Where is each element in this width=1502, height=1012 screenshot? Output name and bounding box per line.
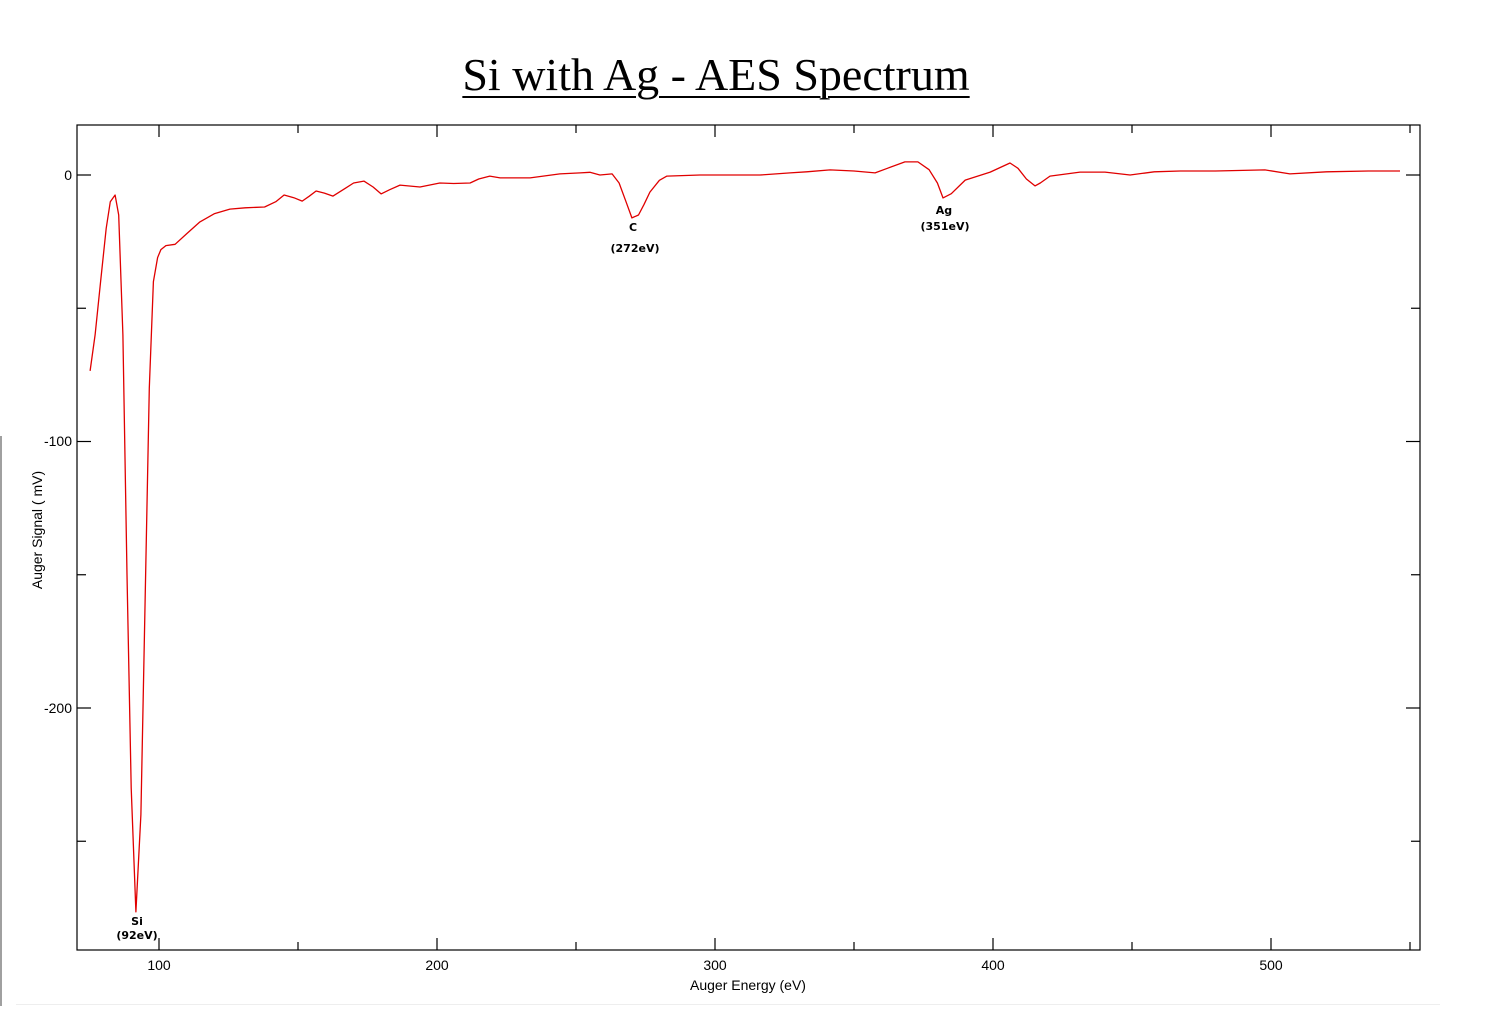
left-window-rule bbox=[0, 436, 2, 1006]
peak-energy-ag: (351eV) bbox=[921, 220, 970, 233]
peak-label-si: Si bbox=[131, 915, 143, 928]
x-tick-label: 200 bbox=[425, 957, 449, 973]
x-tick-label: 400 bbox=[981, 957, 1005, 973]
y-tick-label: -100 bbox=[44, 433, 72, 449]
y-axis-title: Auger Signal ( mV) bbox=[29, 471, 45, 589]
peak-label-ag: Ag bbox=[936, 204, 952, 217]
x-tick-label: 100 bbox=[147, 957, 171, 973]
x-tick-label: 500 bbox=[1259, 957, 1283, 973]
y-tick-label: 0 bbox=[64, 167, 72, 183]
x-tick-label: 300 bbox=[703, 957, 727, 973]
peak-energy-si: (92eV) bbox=[116, 929, 157, 942]
x-axis-title: Auger Energy (eV) bbox=[690, 977, 806, 993]
peak-label-c: C bbox=[629, 221, 637, 234]
spectrum-line bbox=[89, 161, 1400, 913]
bottom-window-rule bbox=[16, 1004, 1440, 1005]
y-tick-label: -200 bbox=[44, 700, 72, 716]
plot-frame bbox=[76, 124, 1421, 951]
peak-energy-c: (272eV) bbox=[611, 242, 660, 255]
chart-title: Si with Ag - AES Spectrum bbox=[462, 49, 970, 100]
axis-ticks bbox=[77, 125, 1420, 950]
